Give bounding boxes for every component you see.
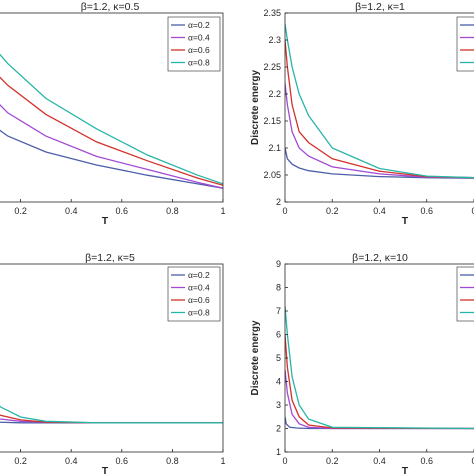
axes-frame (0, 12, 224, 203)
x-tick-label: 0.6 (116, 456, 129, 466)
x-axis-label: T (102, 215, 109, 227)
chart-panel-1: 0.2 0.4 0.6 0.8 1β=1.2, κ=0.5Tα=0.2α=0.4α=0.… (0, 1, 226, 227)
legend-box (456, 16, 474, 72)
x-tick-label: 0.4 (373, 206, 386, 216)
series-line-4 (0, 53, 223, 185)
series-line-4 (285, 23, 474, 179)
legend-entry-3: α=0.6 (188, 45, 210, 55)
x-tick-label: 0.6 (116, 206, 129, 216)
series-line-3 (285, 39, 474, 179)
series-line-1 (0, 129, 223, 189)
series-line-2 (285, 369, 474, 430)
x-axis-label: T (402, 465, 409, 474)
x-tick-label: 0.4 (373, 456, 386, 466)
y-tick-label: 2.15 (263, 116, 281, 126)
y-tick-label: 2 (276, 197, 281, 207)
chart-panel-4: 00.20.40.60123456789β=1.2, κ=10TDiscrete… (250, 252, 474, 474)
series-line-3 (0, 76, 223, 186)
x-tick-label: 0.2 (14, 206, 27, 216)
y-tick-label: 5 (276, 353, 281, 363)
y-axis-label: Discrete energy (250, 70, 261, 145)
x-tick-label: 1 (220, 206, 225, 216)
x-tick-label: 0.2 (14, 456, 27, 466)
legend (456, 16, 474, 72)
axes-frame (284, 12, 474, 203)
series-line-3 (285, 334, 474, 430)
series-line-4 (0, 405, 223, 424)
x-tick-label: 1 (220, 456, 225, 466)
series-line-1 (285, 416, 474, 430)
y-tick-label: 2 (276, 424, 281, 434)
chart-title: β=1.2, κ=1 (355, 1, 405, 13)
x-tick-label: 0.2 (326, 456, 339, 466)
legend-entry-1: α=0.2 (188, 20, 210, 30)
x-tick-label: 0 (282, 206, 287, 216)
x-tick-label: 0.8 (166, 456, 179, 466)
x-tick-label: 0.6 (420, 206, 433, 216)
x-tick-label: 0.4 (65, 206, 78, 216)
axes-frame (284, 263, 474, 453)
y-tick-label: 9 (276, 259, 281, 269)
y-tick-label: 2.35 (263, 8, 281, 18)
series-line-3 (0, 414, 223, 424)
y-tick-label: 3 (276, 400, 281, 410)
y-tick-label: 6 (276, 330, 281, 340)
x-tick-label: 0 (471, 456, 474, 466)
y-tick-label: 4 (276, 377, 281, 387)
legend: α=0.2 α=0.4 α=0.6 α=0.8 (167, 16, 221, 72)
x-tick-label: 0.8 (166, 206, 179, 216)
chart-panel-2: 00.20.40.6022.052.12.152.22.252.32.35β=1… (250, 1, 474, 227)
x-tick-label: 0 (471, 206, 474, 216)
chart-title: β=1.2, κ=0.5 (81, 1, 140, 13)
series-line-4 (285, 306, 474, 430)
legend-entry-2: α=0.4 (188, 283, 210, 293)
x-axis-label: T (402, 215, 409, 227)
legend-entry-3: α=0.6 (188, 295, 210, 305)
chart-title: β=1.2, κ=10 (352, 252, 408, 264)
legend-entry-4: α=0.8 (188, 308, 210, 318)
y-tick-label: 2.1 (268, 143, 281, 153)
y-tick-label: 8 (276, 283, 281, 293)
x-tick-label: 0 (282, 456, 287, 466)
y-axis-label: Discrete energy (250, 320, 261, 395)
legend-entry-2: α=0.4 (188, 33, 210, 43)
series-line-1 (285, 147, 474, 179)
chart-title: β=1.2, κ=5 (85, 252, 135, 264)
y-tick-label: 2.05 (263, 170, 281, 180)
x-tick-label: 0.2 (326, 206, 339, 216)
y-tick-label: 7 (276, 306, 281, 316)
x-tick-label: 0.4 (65, 456, 78, 466)
y-tick-label: 2.3 (268, 35, 281, 45)
legend-entry-1: α=0.2 (188, 270, 210, 280)
x-axis-label: T (102, 465, 109, 474)
legend (456, 266, 474, 322)
chart-panel-3: 0.2 0.4 0.6 0.8 1β=1.2, κ=5Tα=0.2α=0.4α=0.6α… (0, 252, 226, 474)
legend-entry-4: α=0.8 (188, 58, 210, 68)
y-tick-label: 1 (276, 447, 281, 457)
series-line-2 (0, 104, 223, 189)
y-tick-label: 2.2 (268, 89, 281, 99)
x-tick-label: 0.6 (420, 456, 433, 466)
axes-frame (0, 263, 224, 453)
series-line-2 (285, 83, 474, 179)
legend-box (456, 266, 474, 322)
legend: α=0.2 α=0.4 α=0.6 α=0.8 (167, 266, 221, 322)
y-tick-label: 2.25 (263, 62, 281, 72)
